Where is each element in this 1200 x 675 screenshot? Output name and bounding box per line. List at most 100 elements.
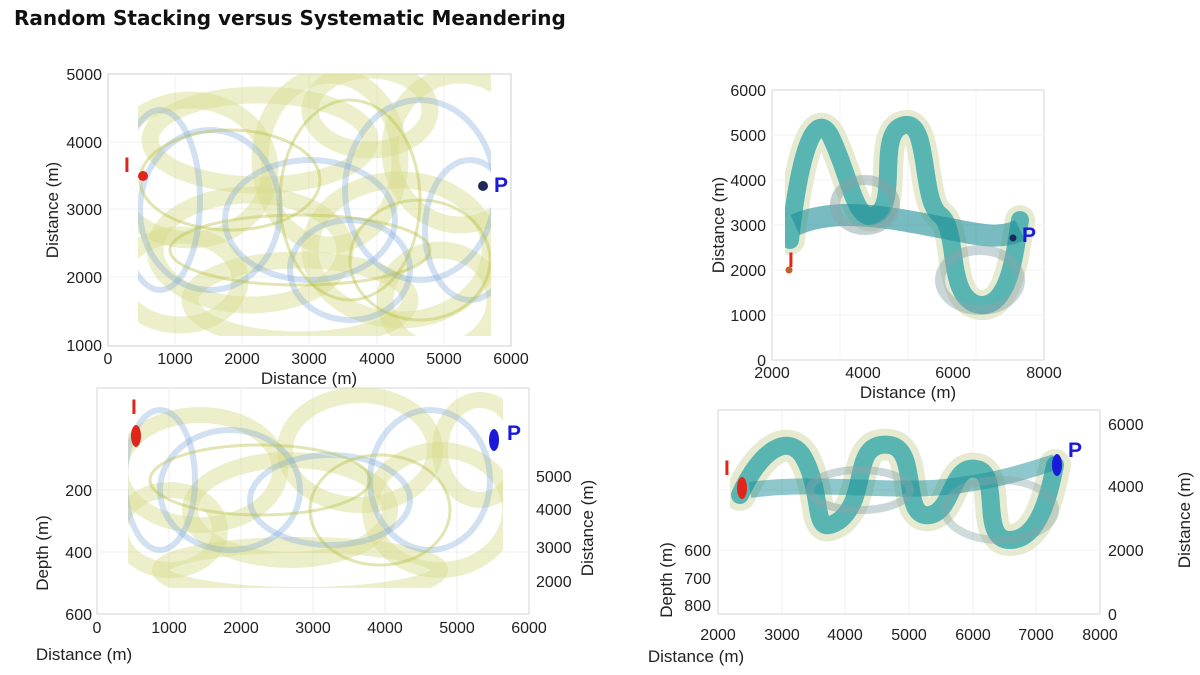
producer-marker — [489, 429, 499, 451]
tick-label: 1000 — [157, 351, 193, 368]
injector-label: I — [788, 249, 794, 272]
producer-marker — [1009, 234, 1017, 242]
x-axis-label: Distance (m) — [860, 383, 956, 402]
tick-label: 4000 — [359, 351, 395, 368]
producer-marker — [478, 181, 488, 191]
chart-bottom-left: 0 1000 2000 3000 4000 5000 6000 200 400 … — [33, 387, 597, 664]
tick-label: 2000 — [223, 620, 259, 637]
tick-label: 0 — [1108, 607, 1117, 624]
tick-label: 5000 — [426, 351, 462, 368]
gridlines — [108, 74, 511, 346]
tick-label: 600 — [684, 543, 711, 560]
injector-label: I — [131, 396, 137, 419]
tick-label: 3000 — [66, 202, 102, 219]
y-ticks-left: 600 700 800 — [684, 543, 711, 615]
tick-label: 6000 — [1108, 417, 1144, 434]
tick-label: 5000 — [730, 128, 766, 145]
tick-label: 600 — [65, 607, 92, 624]
tick-label: 8000 — [1082, 627, 1118, 644]
tick-label: 0 — [104, 351, 113, 368]
injector-marker — [131, 425, 141, 447]
producer-marker — [1052, 454, 1062, 476]
plot-area — [96, 387, 530, 615]
tick-label: 3000 — [730, 218, 766, 235]
tick-label: 0 — [757, 353, 766, 370]
y-axis-label: Distance (m) — [709, 177, 728, 273]
channel-ribbons — [128, 388, 503, 588]
tick-label: 8000 — [1026, 365, 1062, 382]
injector-marker — [138, 171, 148, 181]
tick-label: 0 — [93, 620, 102, 637]
y-ticks-right: 2000 3000 4000 5000 — [536, 469, 572, 591]
tick-label: 7000 — [1018, 627, 1054, 644]
tick-label: 2000 — [224, 351, 260, 368]
x-ticks: 2000 4000 6000 8000 — [754, 365, 1062, 382]
tick-label: 6000 — [493, 351, 529, 368]
tick-label: 1000 — [66, 338, 102, 355]
tick-label: 4000 — [66, 135, 102, 152]
y-ticks: 1000 2000 3000 4000 5000 — [66, 67, 102, 355]
tick-label: 2000 — [1108, 543, 1144, 560]
x-axis-label: Distance (m) — [261, 369, 357, 388]
tick-label: 5000 — [536, 469, 572, 486]
well-injector: I — [724, 457, 747, 499]
y-ticks: 0 1000 2000 3000 4000 5000 6000 — [730, 83, 766, 370]
tick-label: 3000 — [536, 540, 572, 557]
well-producer: P — [1009, 224, 1036, 247]
page-title: Random Stacking versus Systematic Meande… — [14, 6, 566, 30]
gridlines — [97, 388, 529, 614]
tick-label: 2000 — [66, 270, 102, 287]
well-producer: P — [1052, 439, 1082, 476]
injector-label: I — [124, 154, 130, 177]
tick-label: 5000 — [66, 67, 102, 84]
y-axis-label-right: Distance (m) — [578, 480, 597, 576]
y-axis-label-left: Depth (m) — [657, 542, 676, 618]
tick-label: 6000 — [935, 365, 971, 382]
tick-label: 1000 — [151, 620, 187, 637]
chart-bottom-right: 2000 3000 4000 5000 6000 7000 8000 600 7… — [648, 409, 1194, 666]
tick-label: 5000 — [439, 620, 475, 637]
tick-label: 4000 — [367, 620, 403, 637]
tick-label: 5000 — [891, 627, 927, 644]
meander-body — [730, 428, 1071, 557]
producer-label: P — [494, 174, 508, 197]
tick-label: 4000 — [730, 173, 766, 190]
tick-label: 800 — [684, 598, 711, 615]
tick-label: 700 — [684, 571, 711, 588]
well-injector: I — [124, 154, 148, 181]
plot-area — [771, 89, 1045, 361]
plot-area — [107, 73, 512, 347]
tick-label: 4000 — [827, 627, 863, 644]
x-ticks: 2000 3000 4000 5000 6000 7000 8000 — [700, 627, 1118, 644]
tick-label: 3000 — [764, 627, 800, 644]
tick-label: 6000 — [730, 83, 766, 100]
tick-label: 2000 — [730, 263, 766, 280]
producer-label: P — [1022, 224, 1036, 247]
injector-marker — [785, 266, 793, 274]
x-axis-label: Distance (m) — [36, 645, 132, 664]
tick-label: 1000 — [730, 308, 766, 325]
tick-label: 400 — [65, 545, 92, 562]
x-ticks: 0 1000 2000 3000 4000 5000 6000 — [104, 351, 529, 368]
channel-ribbons — [138, 74, 491, 336]
tick-label: 2000 — [754, 365, 790, 382]
well-injector: I — [785, 249, 794, 274]
injector-marker — [737, 477, 747, 499]
tick-label: 4000 — [536, 502, 572, 519]
producer-label: P — [1068, 439, 1082, 462]
y-axis-label-left: Depth (m) — [33, 515, 52, 591]
tick-label: 2000 — [536, 574, 572, 591]
well-producer: P — [478, 174, 508, 197]
y-axis-label: Distance (m) — [43, 162, 62, 258]
chart-top-right: 2000 4000 6000 8000 0 1000 2000 3000 400… — [709, 83, 1062, 402]
well-producer: P — [489, 422, 521, 451]
y-axis-label-right: Distance (m) — [1175, 472, 1194, 568]
tick-label: 3000 — [295, 620, 331, 637]
producer-label: P — [507, 422, 521, 445]
plot-area — [717, 409, 1101, 615]
tick-label: 6000 — [955, 627, 991, 644]
meander-body — [785, 110, 1035, 320]
tick-label: 4000 — [845, 365, 881, 382]
well-injector: I — [131, 396, 141, 447]
y-ticks-right: 0 2000 4000 6000 — [1108, 417, 1144, 624]
